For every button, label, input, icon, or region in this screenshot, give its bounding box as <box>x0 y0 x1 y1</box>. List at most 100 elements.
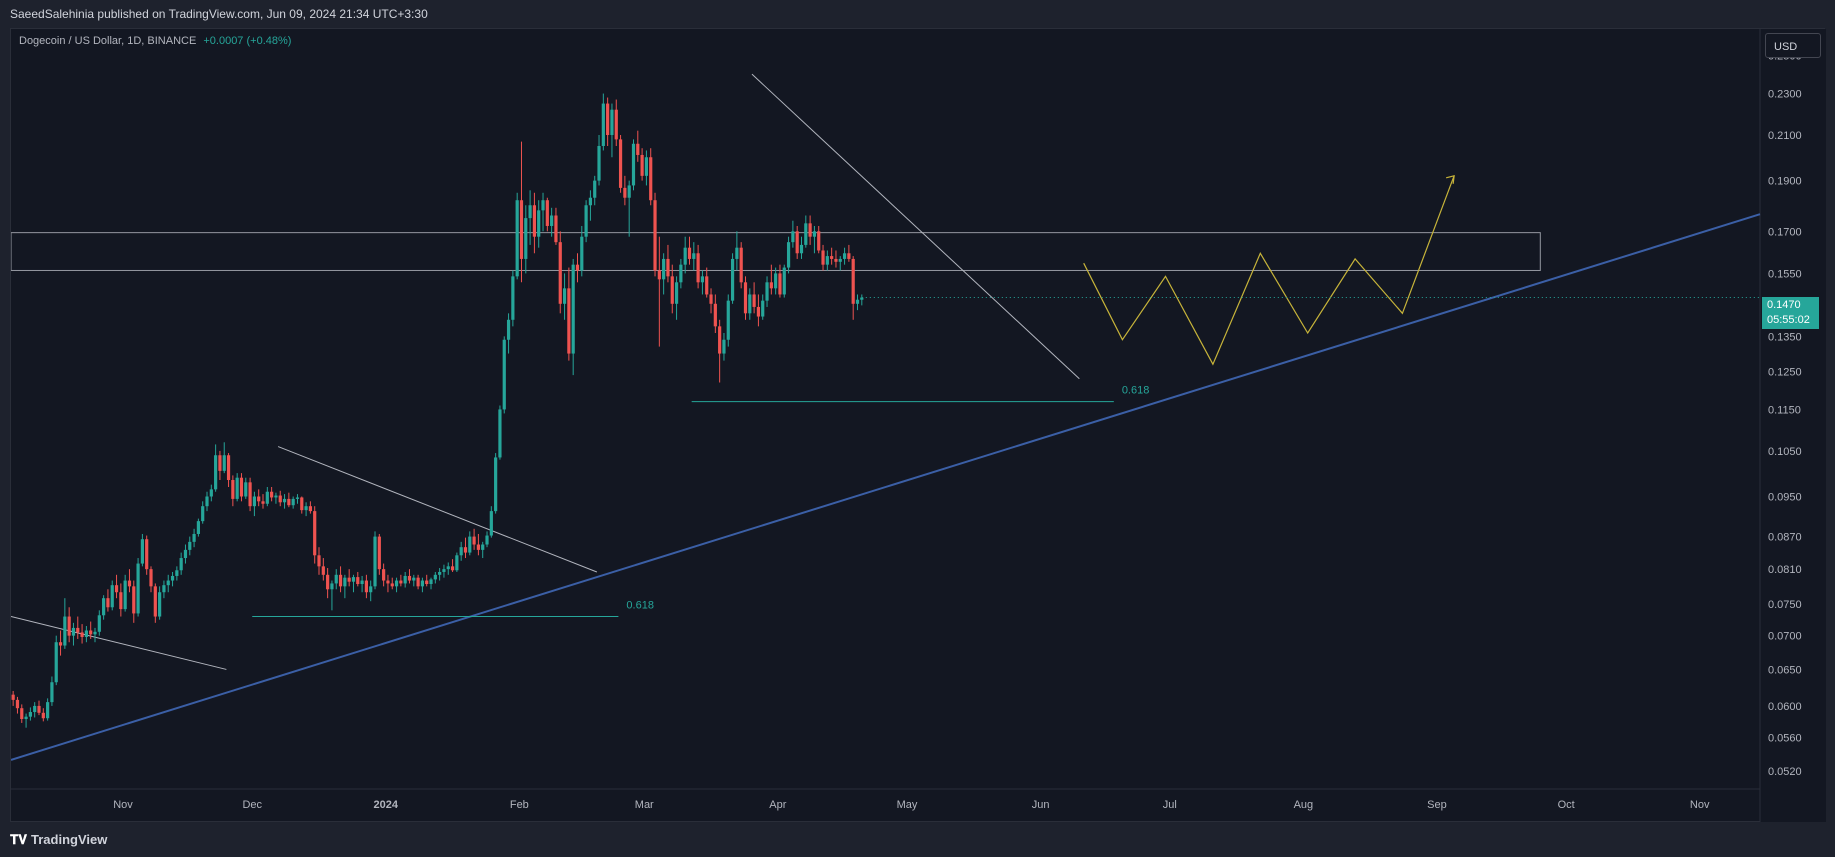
projection-path <box>1083 175 1455 366</box>
trendline-down2 <box>277 446 598 573</box>
candle-body <box>696 253 700 283</box>
bar-countdown: 05:55:02 <box>1767 314 1810 326</box>
price-axis-panel <box>1760 29 1826 823</box>
candle-body <box>58 642 63 646</box>
candle-body <box>252 496 256 507</box>
candle-body <box>649 157 653 201</box>
chart-area[interactable]: 0.25000.23000.21000.19000.17000.15500.13… <box>10 28 1826 823</box>
candle-body <box>351 577 356 582</box>
symbol-title: Dogecoin / US Dollar, 1D, BINANCE <box>19 35 197 47</box>
candle-body <box>670 276 674 304</box>
candle-body <box>407 575 412 581</box>
candle-body <box>817 231 821 251</box>
candle-body <box>373 536 377 587</box>
candle-body <box>257 496 261 502</box>
candle-body <box>343 577 347 587</box>
candle-body <box>713 303 717 327</box>
price-tick-label: 0.1700 <box>1768 226 1802 238</box>
candle-body <box>218 455 222 471</box>
candle-body <box>295 497 300 499</box>
candle-body <box>791 231 795 243</box>
price-chart[interactable]: 0.25000.23000.21000.19000.17000.15500.13… <box>11 29 1826 823</box>
candle-body <box>769 282 773 289</box>
candle-body <box>50 682 54 703</box>
candle-body <box>825 256 829 265</box>
candle-body <box>97 615 101 632</box>
candle-body <box>291 498 295 506</box>
time-tick-label: Nov <box>113 799 133 811</box>
candle-body <box>528 205 532 219</box>
candle-body <box>261 501 265 504</box>
time-tick-label: Sep <box>1427 799 1447 811</box>
candle-body <box>158 592 162 617</box>
time-tick-label: Nov <box>1690 799 1710 811</box>
candle-body <box>786 242 791 268</box>
fib-level-label: 0.618 <box>1122 385 1150 397</box>
candle-body <box>274 495 278 498</box>
candle-body <box>580 236 584 271</box>
candle-body <box>196 521 200 534</box>
candle-body <box>364 580 369 593</box>
candle-body <box>726 300 730 340</box>
candle-body <box>403 575 407 584</box>
candle-body <box>463 547 468 553</box>
candle-body <box>300 497 304 511</box>
footer-logo-text: TradingView <box>31 832 108 847</box>
candle-body <box>201 506 205 522</box>
candle-body <box>334 574 338 584</box>
candle-body <box>571 264 575 354</box>
candle-body <box>657 270 661 280</box>
candle-body <box>537 210 541 237</box>
candle-body <box>425 580 429 585</box>
currency-button[interactable]: USD <box>1765 33 1821 58</box>
trendline-down3 <box>751 73 1080 380</box>
candle-body <box>313 511 317 556</box>
price-tick-label: 0.1150 <box>1768 404 1801 416</box>
candle-body <box>541 200 545 211</box>
candle-body <box>610 109 614 136</box>
candle-body <box>46 702 50 719</box>
candle-body <box>765 282 769 301</box>
candle-body <box>601 103 605 146</box>
time-tick-label: Mar <box>635 799 654 811</box>
candle-body <box>679 264 683 283</box>
candle-body <box>235 477 239 499</box>
candle-body <box>450 566 455 571</box>
candle-body <box>472 536 476 545</box>
candle-body <box>244 482 248 497</box>
candle-body <box>347 577 351 582</box>
price-tick-label: 0.0810 <box>1768 564 1802 576</box>
candle-body <box>799 244 804 254</box>
candle-body <box>623 187 627 198</box>
candle-body <box>562 288 567 304</box>
time-tick-label: Oct <box>1558 799 1575 811</box>
time-tick-label: Jun <box>1032 799 1050 811</box>
candle-body <box>718 326 722 354</box>
candle-body <box>205 496 209 507</box>
candle-body <box>270 491 274 498</box>
tradingview-mark-icon: 𝐓𝐕 <box>10 832 27 847</box>
candle-body <box>287 498 291 506</box>
candle-body <box>153 586 157 617</box>
price-tick-label: 0.1900 <box>1768 176 1802 188</box>
candle-body <box>222 455 226 471</box>
candle-body <box>476 544 481 550</box>
candle-body <box>700 276 705 283</box>
price-tick-label: 0.0700 <box>1768 631 1802 643</box>
time-tick-label: Dec <box>242 799 262 811</box>
candle-body <box>739 247 743 283</box>
candle-body <box>304 506 308 511</box>
projection-arrow-icon <box>1445 175 1455 184</box>
candle-body <box>782 267 786 295</box>
publisher-header: SaeedSalehinia published on TradingView.… <box>0 0 1835 28</box>
last-price: 0.1470 <box>1767 299 1801 311</box>
candle-body <box>752 294 756 307</box>
candle-body <box>41 712 45 719</box>
candle-body <box>636 143 640 155</box>
candle-body <box>506 319 511 340</box>
candle-body <box>584 205 588 237</box>
candle-body <box>209 489 213 497</box>
candle-body <box>416 577 420 587</box>
candle-body <box>735 247 739 259</box>
tradingview-logo[interactable]: 𝐓𝐕 TradingView <box>10 832 107 848</box>
